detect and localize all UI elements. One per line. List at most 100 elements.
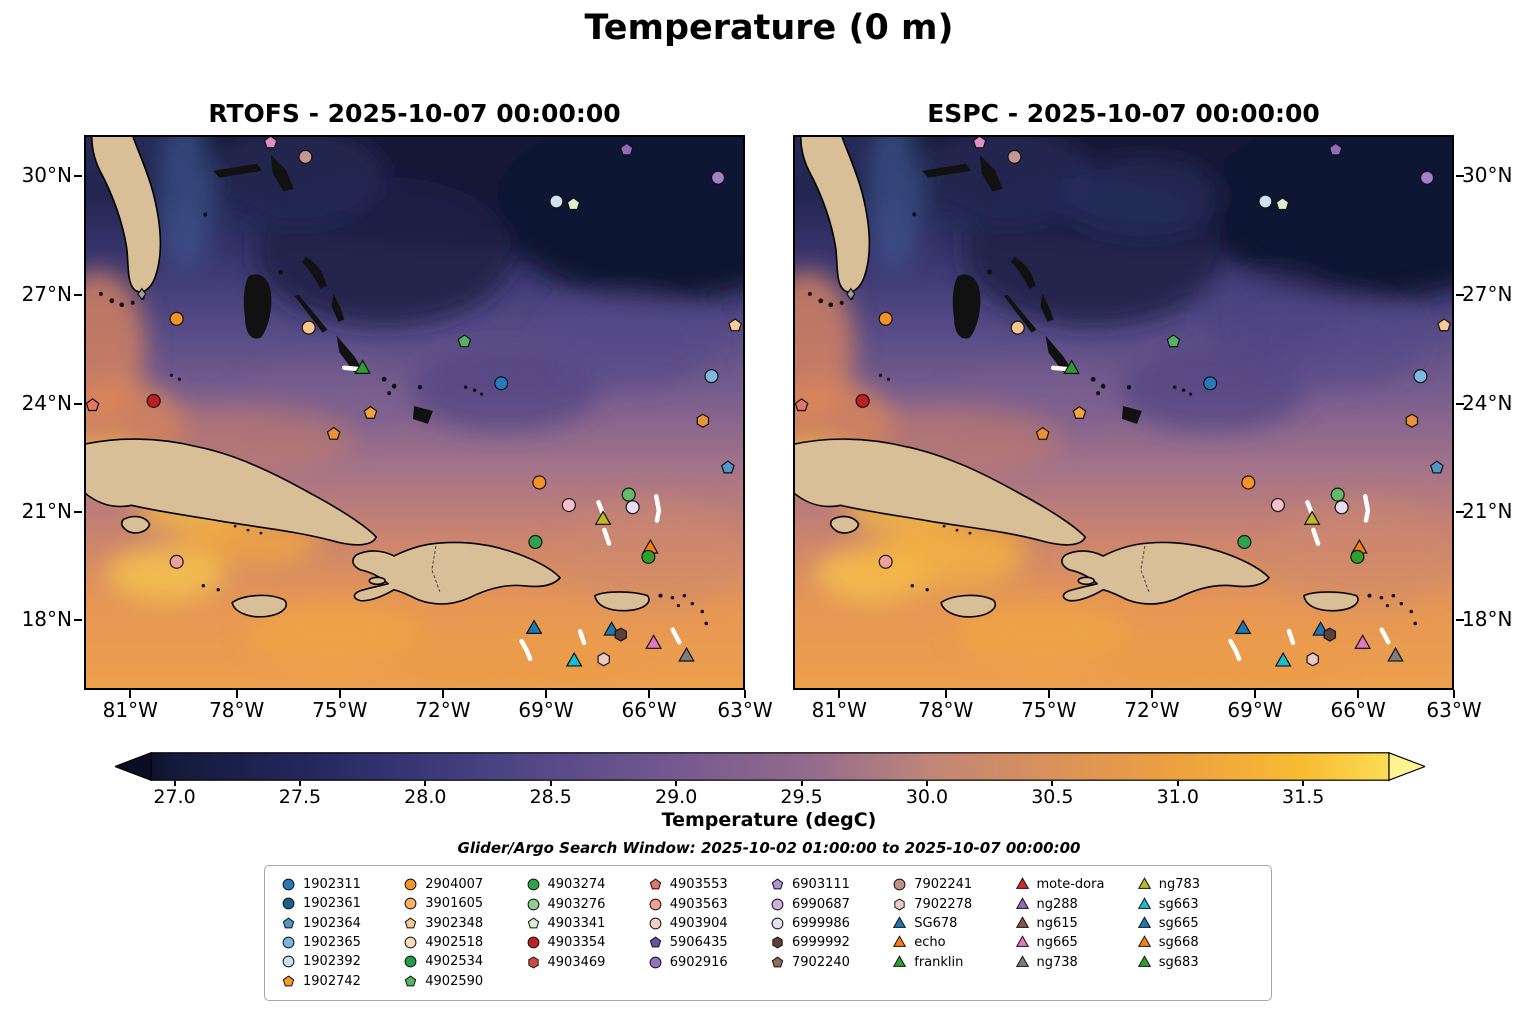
- glider-track: [670, 627, 682, 645]
- land-isla-juventud: [829, 515, 860, 534]
- legend-label: 4903553: [669, 877, 728, 893]
- platform-marker: [696, 413, 710, 428]
- triangle-marker-icon: [1137, 954, 1151, 967]
- land-hispaniola: [1061, 541, 1270, 605]
- platform-markers: [795, 137, 1451, 667]
- glider-marker: [1063, 359, 1080, 374]
- platform-marker: [169, 554, 184, 569]
- glider-track: [577, 628, 587, 646]
- platform-marker: [1430, 460, 1444, 474]
- hexagon-marker-icon: [527, 956, 539, 969]
- x-tick-label: 81°W: [102, 698, 158, 722]
- glider-marker: [565, 651, 583, 667]
- legend-label: sg665: [1158, 915, 1199, 931]
- circle-marker-icon: [649, 898, 662, 910]
- legend-item: 4903563: [648, 894, 770, 913]
- land-florida: [799, 137, 871, 293]
- circle-marker: [649, 917, 662, 930]
- circle-marker-icon: [527, 936, 539, 949]
- x-tick-label: 75°W: [1021, 698, 1077, 722]
- colorbar-tick-mark: [925, 781, 928, 786]
- platform-marker: [1437, 318, 1451, 332]
- x-tick-mark: [744, 690, 746, 698]
- hexagon-marker: [527, 956, 539, 969]
- platform-marker: [641, 549, 656, 564]
- platform-marker: [1330, 487, 1345, 502]
- platform-marker: [1203, 376, 1218, 391]
- pentagon-marker: [404, 917, 417, 929]
- colorbar-tick-mark: [298, 781, 301, 786]
- land-gonave: [368, 576, 386, 586]
- legend-item: 4902534: [403, 952, 525, 971]
- x-tick-label: 72°W: [1124, 698, 1180, 722]
- hexagon-marker: [772, 936, 783, 949]
- legend-label: 1902365: [303, 935, 361, 951]
- triangle-marker: [1137, 916, 1151, 928]
- legend-column: 4903274 4903276 4903341 4903354 4903469: [526, 875, 648, 991]
- x-tick-mark: [944, 690, 947, 698]
- triangle-marker: [893, 916, 907, 928]
- legend-item: sg665: [1137, 914, 1259, 933]
- legend-label: 6999986: [792, 915, 850, 931]
- colorbar-tick-label: 30.0: [905, 786, 949, 808]
- colorbar-tick-mark: [1051, 781, 1054, 786]
- legend-item: 4903354: [526, 933, 648, 952]
- colorbar-over-arrow: [1388, 752, 1425, 781]
- x-tick-mark: [338, 690, 341, 698]
- colorbar-tick-mark: [1302, 781, 1305, 786]
- land-cuba: [795, 438, 1087, 546]
- legend-item: 4903341: [526, 914, 648, 933]
- legend-label: 1902742: [303, 973, 361, 989]
- circle-marker-icon: [404, 898, 417, 910]
- legend-item: mote-dora: [1015, 875, 1137, 894]
- colorbar-tick-mark: [1176, 781, 1179, 786]
- y-tick-label: 27°N: [1462, 281, 1513, 306]
- legend-label: ng738: [1036, 954, 1078, 970]
- circle-marker: [404, 898, 417, 910]
- triangle-marker-icon: [1137, 896, 1151, 909]
- x-tick-mark: [545, 690, 548, 698]
- x-tick-label: 78°W: [209, 698, 265, 722]
- legend-item: 4903469: [526, 953, 648, 972]
- x-tick-label: 63°W: [717, 698, 773, 722]
- land-small-islands: [807, 154, 1418, 626]
- platform-marker: [795, 398, 809, 412]
- glider-track: [602, 527, 612, 546]
- pentagon-marker: [527, 917, 539, 929]
- platform-marker: [1405, 413, 1419, 428]
- legend-label: SG678: [914, 915, 958, 931]
- legend-label: sg683: [1158, 954, 1199, 970]
- pentagon-marker-icon: [404, 975, 417, 987]
- y-tick-mark: [74, 175, 82, 178]
- legend-item: 1902392: [281, 952, 403, 971]
- hexagon-marker-icon: [772, 936, 783, 949]
- legend-label: echo: [914, 935, 946, 951]
- x-tick-mark: [235, 690, 238, 698]
- glider-track: [519, 638, 533, 662]
- y-tick-mark: [1456, 175, 1464, 178]
- legend-item: sg668: [1137, 933, 1259, 952]
- legend-label: 4902518: [425, 935, 484, 951]
- legend-item: 4903904: [648, 914, 770, 933]
- colorbar-tick-label: 30.5: [1031, 786, 1074, 808]
- legend-item: 1902742: [281, 972, 403, 991]
- glider-tracks: [341, 365, 682, 662]
- platform-marker: [363, 405, 378, 419]
- y-tick-label: 21°N: [1462, 498, 1513, 523]
- legend-item: 6903111: [770, 875, 892, 894]
- platform-marker: [169, 311, 184, 326]
- platform-marker: [532, 475, 547, 490]
- colorbar-under-arrow: [115, 752, 152, 781]
- circle-marker: [282, 898, 295, 910]
- legend-label: 3901605: [425, 896, 484, 912]
- colorbar-tick-label: 29.0: [655, 786, 698, 808]
- pentagon-marker-icon: [282, 917, 295, 929]
- x-tick-mark: [1047, 690, 1050, 698]
- circle-marker-icon: [771, 917, 784, 930]
- x-tick-label: 69°W: [518, 698, 574, 722]
- legend-label: ng288: [1036, 896, 1078, 912]
- pentagon-marker: [404, 975, 417, 987]
- glider-track: [1311, 527, 1321, 546]
- legend-item: 7902278: [892, 894, 1014, 913]
- pentagon-marker-icon: [649, 936, 662, 948]
